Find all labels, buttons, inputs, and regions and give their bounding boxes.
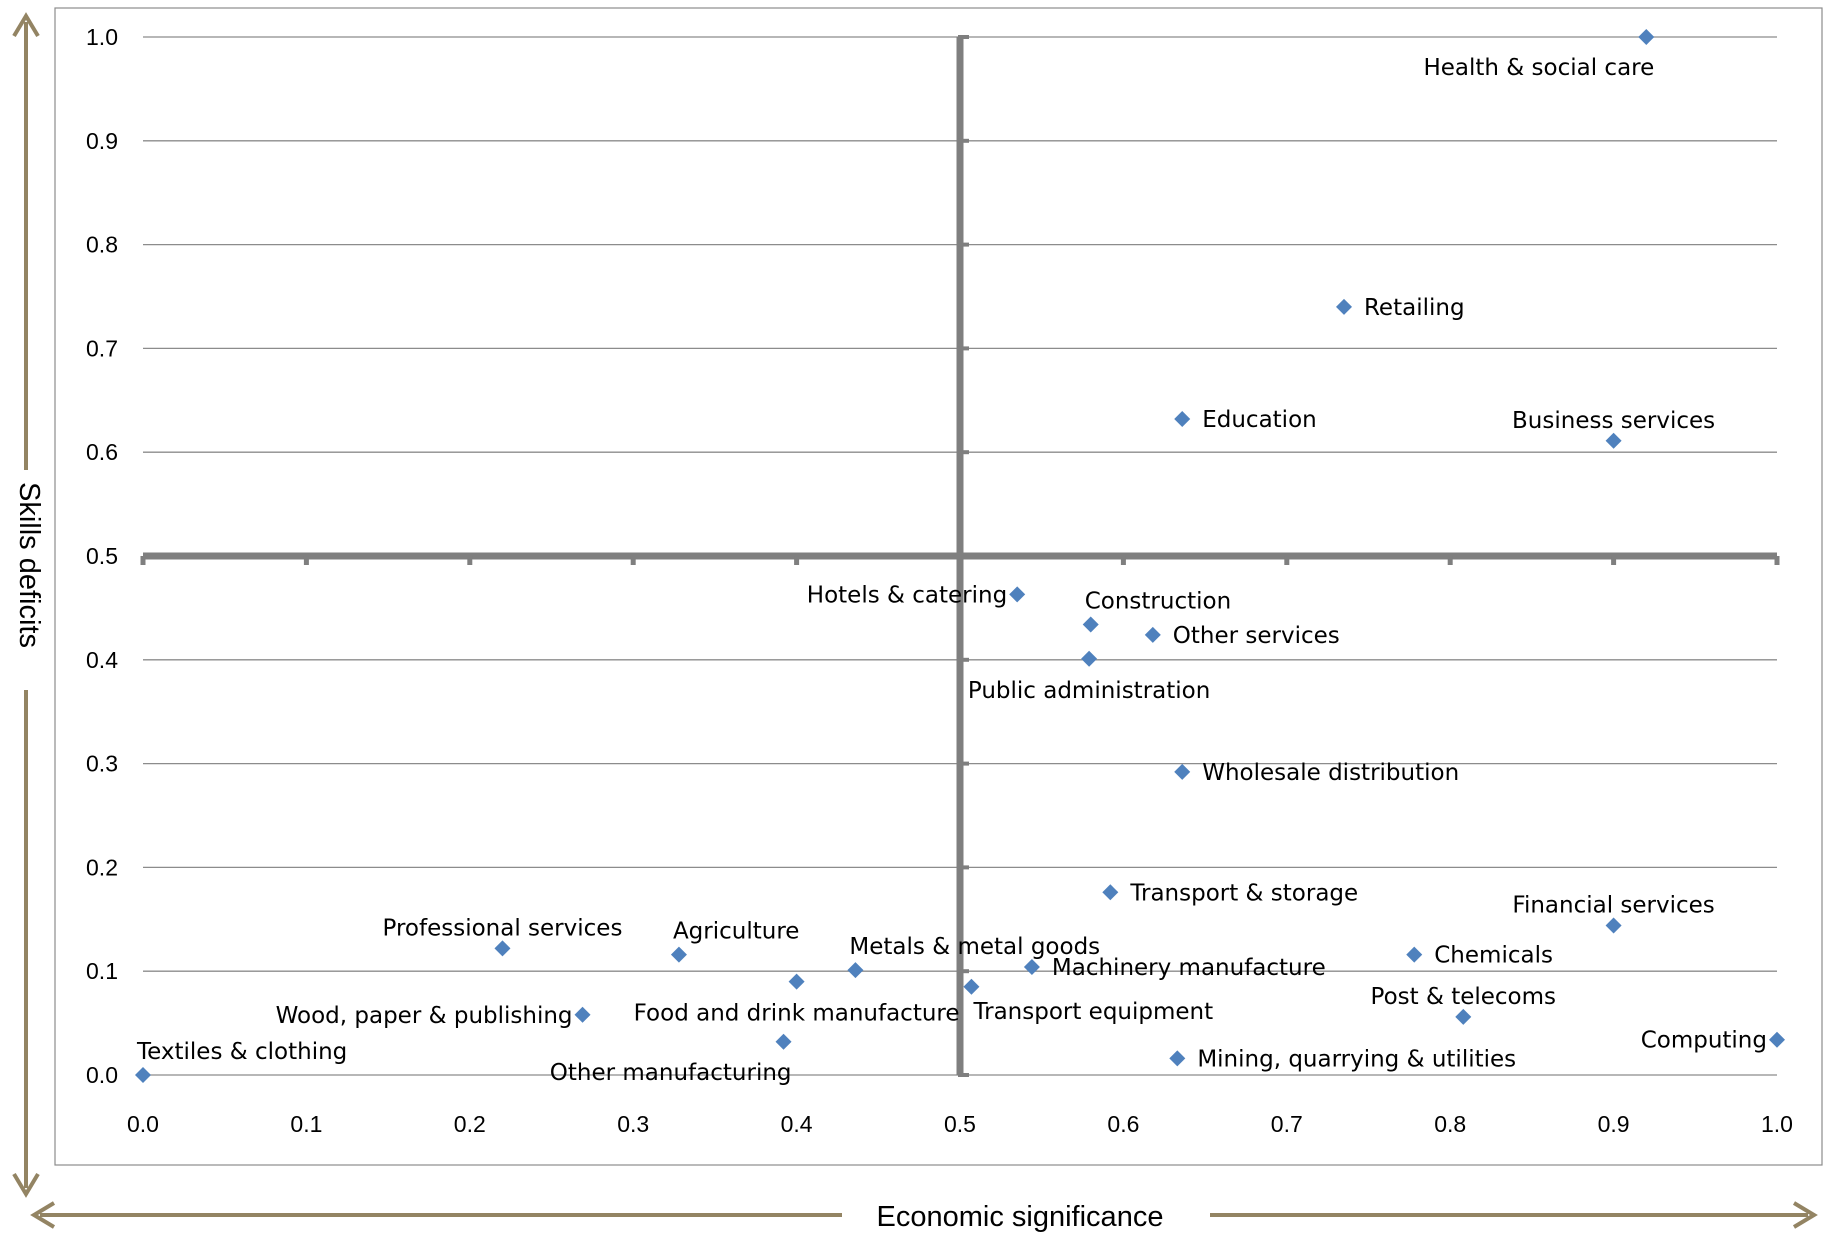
x-tick-labels: 0.0 0.1 0.2 0.3 0.4 0.5 0.6 0.7 0.8 0.9 1.0 [127, 1111, 1793, 1137]
data-point-chemicals [1406, 946, 1423, 963]
point-label: Education [1202, 407, 1317, 433]
data-point-computing [1769, 1031, 1785, 1048]
data-point-machinery-manufacture [1023, 959, 1040, 976]
data-point-public-administration [1081, 650, 1098, 667]
point-label: Textiles & clothing [136, 1039, 347, 1065]
plot-area-frame [54, 7, 1823, 1166]
data-point-professional-services [494, 940, 511, 957]
point-label: Food and drink manufacture [634, 1001, 960, 1027]
y-axis-arrow [12, 12, 40, 1198]
data-point-textiles-clothing [135, 1067, 151, 1083]
point-label: Financial services [1512, 893, 1714, 919]
point-label: Business services [1512, 408, 1715, 434]
point-label: Transport equipment [972, 999, 1213, 1025]
x-tick-label: 0.8 [1434, 1111, 1466, 1137]
data-point-metals-metal-goods [847, 962, 864, 979]
point-label: Wood, paper & publishing [276, 1003, 573, 1029]
data-point-agriculture [670, 946, 687, 963]
y-tick-labels: 0.0 0.1 0.2 0.3 0.4 0.5 0.6 0.7 0.8 0.9 1.0 [86, 24, 118, 1088]
point-label: Metals & metal goods [849, 934, 1100, 960]
point-label: Professional services [383, 915, 623, 941]
data-point-wood-paper-publishing [574, 1006, 591, 1023]
point-label: Retailing [1364, 295, 1465, 321]
y-tick-label: 0.1 [86, 958, 118, 984]
y-tick-label: 0.2 [86, 854, 118, 880]
point-labels: Health & social care Retailing Education Bu… [136, 55, 1767, 1086]
x-tick-label: 0.0 [127, 1111, 159, 1137]
point-label: Computing [1641, 1028, 1767, 1054]
point-label: Machinery manufacture [1052, 955, 1326, 981]
data-point-retailing [1335, 298, 1352, 315]
data-point-education [1174, 410, 1191, 427]
y-tick-label: 0.0 [86, 1062, 118, 1088]
point-label: Other manufacturing [550, 1060, 792, 1086]
point-label: Transport & storage [1129, 880, 1358, 906]
x-tick-label: 0.6 [1107, 1111, 1139, 1137]
y-tick-label: 0.7 [86, 335, 118, 361]
y-tick-label: 0.8 [86, 232, 118, 258]
point-label: Health & social care [1423, 55, 1654, 81]
y-tick-label: 0.9 [86, 128, 118, 154]
point-label: Mining, quarrying & utilities [1197, 1046, 1516, 1072]
y-tick-label: 1.0 [86, 24, 118, 50]
data-point-wholesale-distribution [1174, 763, 1191, 780]
data-points [135, 29, 1785, 1083]
data-point-mining-quarrying-utilities [1169, 1050, 1186, 1067]
point-label: Hotels & catering [807, 582, 1007, 608]
x-tick-label: 0.3 [617, 1111, 649, 1137]
point-label: Other services [1173, 623, 1340, 649]
point-label: Agriculture [673, 919, 800, 945]
data-point-health-social-care [1638, 29, 1655, 45]
x-axis-title: Economic significance [877, 1201, 1164, 1233]
data-point-financial-services [1605, 917, 1622, 934]
x-tick-label: 0.4 [781, 1111, 813, 1137]
x-tick-label: 0.9 [1598, 1111, 1630, 1137]
y-tick-label: 0.6 [86, 439, 118, 465]
quadrant-lines [140, 35, 1780, 1077]
y-tick-label: 0.4 [86, 647, 118, 673]
x-axis-arrow [30, 1201, 1818, 1229]
x-tick-label: 0.2 [454, 1111, 486, 1137]
y-tick-label: 0.5 [86, 543, 118, 569]
data-point-hotels-catering [1009, 586, 1026, 603]
x-tick-label: 1.0 [1761, 1111, 1793, 1137]
y-tick-label: 0.3 [86, 751, 118, 777]
data-point-other-manufacturing [775, 1033, 792, 1050]
data-point-post-telecoms [1455, 1008, 1472, 1025]
x-tick-label: 0.7 [1271, 1111, 1303, 1137]
data-point-transport-equipment [963, 978, 980, 995]
data-point-transport-storage [1102, 884, 1119, 901]
point-label: Post & telecoms [1371, 984, 1557, 1010]
x-tick-label: 0.5 [944, 1111, 976, 1137]
point-label: Public administration [968, 678, 1210, 704]
point-label: Chemicals [1434, 943, 1553, 969]
data-point-food-and-drink-manufacture [788, 973, 805, 990]
x-tick-label: 0.1 [290, 1111, 322, 1137]
point-label: Construction [1085, 589, 1231, 615]
data-point-construction [1082, 616, 1099, 633]
data-point-business-services [1605, 432, 1622, 449]
data-point-other-services [1144, 626, 1161, 643]
point-label: Wholesale distribution [1202, 760, 1459, 786]
y-axis-title: Skills deficits [13, 482, 45, 648]
